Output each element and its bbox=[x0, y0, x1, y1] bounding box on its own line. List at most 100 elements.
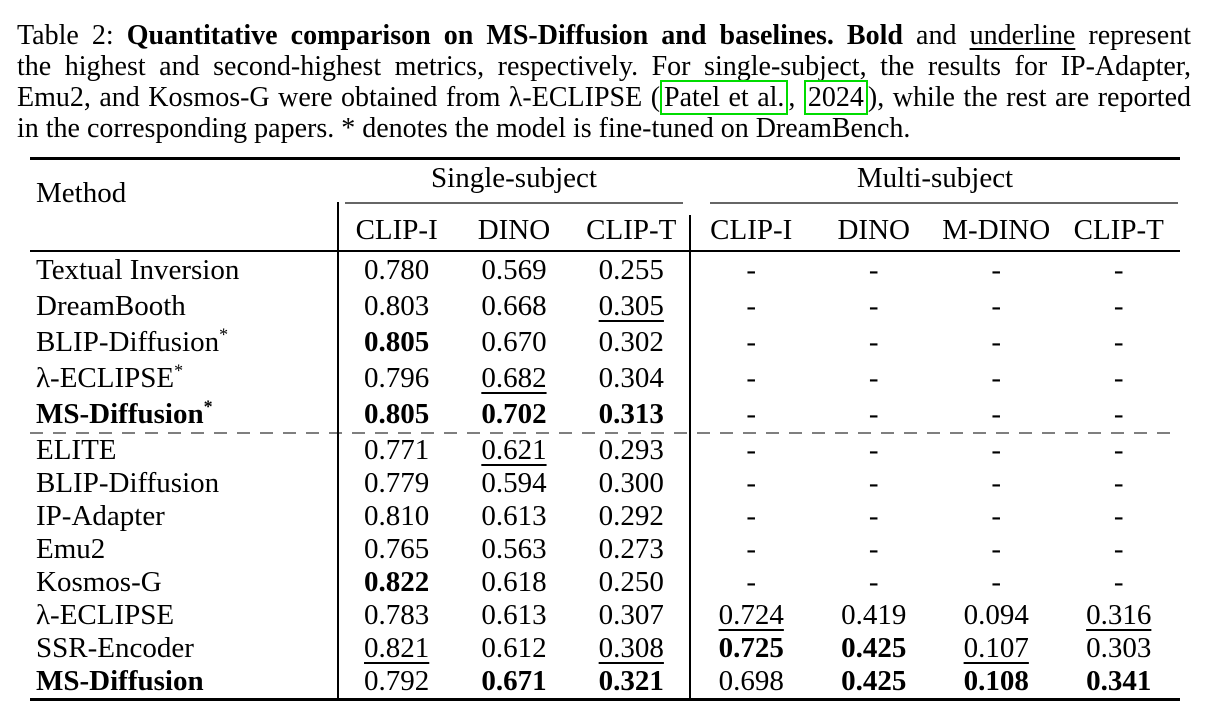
metric-value-cell: 0.594 bbox=[481, 467, 547, 499]
metric-value-cell: 0.308 bbox=[598, 632, 664, 664]
metric-value-cell: 0.425 bbox=[841, 632, 907, 664]
caption-text-segment: underline bbox=[969, 20, 1076, 51]
results-table: Method Single-subject Multi-subject CLIP… bbox=[30, 157, 1180, 701]
metric-value-cell: 0.303 bbox=[1086, 632, 1152, 664]
metric-value-cell: 0.783 bbox=[364, 599, 430, 631]
metric-value-cell: 0.341 bbox=[1086, 665, 1152, 697]
metric-value-cell: - bbox=[1113, 566, 1124, 598]
method-name: λ-ECLIPSE bbox=[36, 599, 175, 631]
metric-value-cell: 0.302 bbox=[598, 326, 664, 358]
method-name: ELITE bbox=[36, 434, 117, 466]
table-row: Textual Inversion 0.780 0.569 0.255 - - - - bbox=[30, 252, 1180, 288]
metric-value-cell: - bbox=[746, 533, 757, 565]
caption-text-segment: Quantitative comparison on MS-Diffusion … bbox=[126, 20, 903, 51]
metric-value-cell: 0.250 bbox=[598, 566, 664, 598]
table-row: MS-Diffusion 0.792 0.671 0.321 0.698 0.425 0.1… bbox=[30, 665, 1180, 698]
table-row: Emu2 0.765 0.563 0.273 - - - - bbox=[30, 533, 1180, 566]
method-name: IP-Adapter bbox=[36, 500, 165, 532]
metric-value-cell: 0.682 bbox=[481, 362, 547, 394]
method-name: BLIP-Diffusion* bbox=[36, 324, 229, 358]
caption-text-segment: and bbox=[902, 20, 970, 51]
vertical-rule-groups bbox=[689, 215, 691, 698]
metric-value-cell: - bbox=[746, 254, 757, 286]
metric-value-cell: 0.108 bbox=[963, 665, 1029, 697]
metric-value-cell: 0.822 bbox=[364, 566, 430, 598]
metric-value-cell: 0.094 bbox=[963, 599, 1029, 631]
metric-value-cell: - bbox=[991, 533, 1002, 565]
metric-value-cell: 0.810 bbox=[364, 500, 430, 532]
method-name: Textual Inversion bbox=[36, 254, 240, 286]
table-row: DreamBooth 0.803 0.668 0.305 - - - - bbox=[30, 288, 1180, 324]
metric-value-cell: - bbox=[868, 467, 879, 499]
metric-value-cell: - bbox=[868, 362, 879, 394]
metric-value-cell: - bbox=[746, 290, 757, 322]
metric-value-cell: 0.292 bbox=[598, 500, 664, 532]
caption-line: the highest and second-highest metrics, … bbox=[17, 51, 1191, 82]
metric-value-cell: - bbox=[868, 500, 879, 532]
metric-value-cell: 0.425 bbox=[841, 665, 907, 697]
metric-value-cell: 0.725 bbox=[718, 632, 784, 664]
table-body-finetuned: Textual Inversion 0.780 0.569 0.255- - - - Drea… bbox=[30, 252, 1180, 432]
table-row: Kosmos-G 0.822 0.618 0.250 - - - - bbox=[30, 566, 1180, 599]
citation-link[interactable]: Patel et al. bbox=[660, 80, 789, 115]
metric-value-cell: 0.313 bbox=[598, 398, 664, 430]
metric-value-cell: 0.780 bbox=[364, 254, 430, 286]
caption-text-segment: in the corresponding papers. * denotes t… bbox=[17, 113, 911, 144]
group-header-single-subject: Single-subject bbox=[431, 162, 597, 194]
metric-value-cell: - bbox=[1113, 290, 1124, 322]
method-name: DreamBooth bbox=[36, 290, 186, 322]
table-body-zeroshot: ELITE 0.771 0.621 0.293- - - - BLIP-Diffusion 0.… bbox=[30, 434, 1180, 698]
metric-value-cell: - bbox=[746, 434, 757, 466]
metric-value-cell: 0.293 bbox=[598, 434, 664, 466]
method-header-spacer bbox=[30, 215, 338, 245]
metric-value-cell: - bbox=[746, 362, 757, 394]
metric-value-cell: - bbox=[991, 398, 1002, 430]
metric-value-cell: - bbox=[868, 290, 879, 322]
finetuned-asterisk: * bbox=[219, 324, 229, 345]
metric-value-cell: 0.698 bbox=[718, 665, 784, 697]
metric-value-cell: 0.821 bbox=[364, 632, 430, 664]
method-name: MS-Diffusion* bbox=[36, 396, 213, 430]
metric-header-clip-i: CLIP-I bbox=[710, 214, 793, 246]
metric-value-cell: - bbox=[746, 467, 757, 499]
metric-value-cell: 0.803 bbox=[364, 290, 430, 322]
metric-value-cell: 0.670 bbox=[481, 326, 547, 358]
metric-header-m-dino: M-DINO bbox=[942, 214, 1051, 246]
method-name: Emu2 bbox=[36, 533, 106, 565]
metric-value-cell: - bbox=[746, 398, 757, 430]
group-header-multi-subject: Multi-subject bbox=[856, 162, 1014, 194]
metric-value-cell: - bbox=[991, 566, 1002, 598]
method-name: SSR-Encoder bbox=[36, 632, 194, 664]
caption-text-segment: Table 2: bbox=[17, 20, 127, 51]
metric-value-cell: - bbox=[746, 500, 757, 532]
metric-header-row: CLIP-I DINO CLIP-T CLIP-I DINO M-DINO CLIP-T bbox=[30, 215, 1180, 245]
table-header: Method Single-subject Multi-subject CLIP… bbox=[30, 160, 1180, 252]
metric-value-cell: 0.621 bbox=[481, 434, 547, 466]
metric-value-cell: - bbox=[991, 326, 1002, 358]
metric-value-cell: 0.304 bbox=[598, 362, 664, 394]
metric-value-cell: - bbox=[991, 362, 1002, 394]
metric-value-cell: - bbox=[746, 566, 757, 598]
metric-value-cell: 0.771 bbox=[364, 434, 430, 466]
metric-value-cell: 0.724 bbox=[718, 599, 784, 631]
citation-link[interactable]: 2024 bbox=[803, 80, 868, 115]
table-row: ELITE 0.771 0.621 0.293 - - - - bbox=[30, 434, 1180, 467]
metric-value-cell: - bbox=[868, 326, 879, 358]
metric-value-cell: - bbox=[991, 434, 1002, 466]
metric-value-cell: 0.307 bbox=[598, 599, 664, 631]
metric-header-clip-t: CLIP-T bbox=[1073, 214, 1164, 246]
metric-value-cell: - bbox=[746, 326, 757, 358]
vertical-rule-method bbox=[337, 202, 339, 698]
metric-value-cell: 0.419 bbox=[841, 599, 907, 631]
metric-value-cell: 0.305 bbox=[598, 290, 664, 322]
metric-value-cell: - bbox=[868, 566, 879, 598]
table-row: IP-Adapter 0.810 0.613 0.292 - - - - bbox=[30, 500, 1180, 533]
metric-value-cell: - bbox=[868, 434, 879, 466]
metric-value-cell: 0.300 bbox=[598, 467, 664, 499]
metric-value-cell: 0.613 bbox=[481, 599, 547, 631]
metric-value-cell: - bbox=[868, 398, 879, 430]
metric-value-cell: 0.255 bbox=[598, 254, 664, 286]
metric-value-cell: - bbox=[991, 500, 1002, 532]
table-row: λ-ECLIPSE 0.783 0.613 0.307 0.724 0.419 0.094 0… bbox=[30, 599, 1180, 632]
